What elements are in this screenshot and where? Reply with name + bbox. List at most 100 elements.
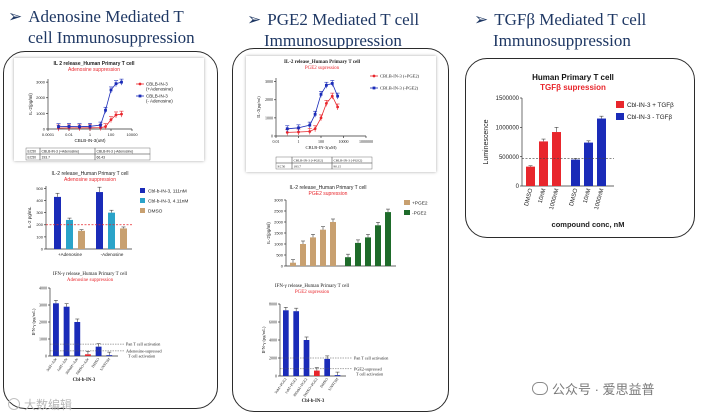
y-tick-label: 2500 [274,208,284,213]
bar [345,257,351,266]
bar [293,311,300,376]
ec50-table-cell [331,162,373,170]
bar [283,310,289,376]
curve-point [297,130,300,134]
curve-point [120,112,123,116]
chart-title: IL-2 release_Human Primary T cell [284,60,361,65]
y-axis-label: Luminescence [483,119,490,164]
bar [375,225,381,266]
category-label: 10nM [538,188,548,204]
annotation-text: Pan T cell activation [126,342,161,347]
ec50-table-cell [94,153,151,161]
x-tick-label: 0.0001 [42,132,55,137]
annotation-text: PGE2-supressed [354,366,383,371]
legend-label: Cbl-IN-3 + TGFβ [627,102,674,109]
bar [365,237,371,266]
annotation-text: Adenosine-supressed [126,348,162,353]
chart-card-adeno-ifn: IFN-γ release_Human Primary T cell Adenos… [20,268,210,384]
legend-label: -PGE2 [412,211,427,217]
ec50-table-text: 66.43 [97,156,106,160]
x-axis-label: Cbl-b-IN-3 [302,399,325,404]
legend-label: CBLB-IN-3 [146,94,168,99]
bar [539,141,548,186]
x-axis-label: CBLB-IN-3(uM) [306,145,337,150]
x-tick-label: 1 [298,139,300,144]
legend-swatch [140,208,145,213]
section-title-tgfb: ➢ TGFβ Mediated T cell Immunosuppression [474,9,646,51]
chart-subtitle: PGE2 supression [295,290,330,295]
legend-swatch [140,188,145,193]
y-axis-label: IL-2(pg/ml) [256,96,261,118]
bar [552,132,561,186]
legend-label: (- Adenosine) [146,99,173,104]
chart-card-pge2-ifn: IFN-γ release_Human Primary T cell PGE2 s… [256,280,441,406]
curve-point [319,116,323,120]
bar [330,222,336,266]
wechat-icon [532,382,548,395]
bar [74,322,81,356]
y-axis-label: IFN-γ (pg/mL) [31,308,36,335]
bar [310,237,316,266]
y-tick-label: 500 [276,252,283,257]
x-axis-label: CBLB-IN-3(uM) [74,138,106,143]
curve-point [330,82,334,85]
y-tick-label: 1500 [274,230,284,235]
chart-card-pge2-curve: IL-2 release_Human Primary T cell PGE2 su… [246,56,436,172]
curve-point [313,127,317,131]
curve-point [308,123,312,127]
bar [314,370,320,376]
x-axis-label: Cbl-b-IN-3 [73,378,96,383]
adeno-curve-chart: IL 2 release_Human Primary T cellAdenosi… [25,61,173,161]
category-label: DMSO [524,188,535,207]
y-tick-label: 2000 [265,97,273,102]
curve-point [57,125,60,129]
bar [63,306,70,356]
legend-label: Cbl-b-IN-3, 111nM [148,189,187,195]
curve-point [319,92,323,96]
watermark: 大数编辑 [8,396,72,413]
ec50-table-text: CBLB-IN-3 (+Adenosine) [42,150,80,154]
arrow-bullet-icon: ➢ [8,7,23,26]
bar [96,192,103,249]
bar [120,228,127,249]
y-tick-label: 2000 [39,319,47,324]
x-axis-label: compound conc, nM [552,220,625,229]
section-title-line2: Immunosuppression [264,31,402,50]
chart-title: IL-2 release_Human Primary T cell [51,171,128,177]
curve-series-line [287,95,338,133]
y-tick-label: 4000 [269,337,277,342]
y-tick-label: 200 [36,222,43,227]
ec50-table-text: EC50 [28,156,37,160]
curve-point [336,94,340,98]
legend-label: Cbl-IN-3 - TGFβ [627,114,673,121]
y-axis-label: IL-2 pg/mL [27,206,32,228]
chart-title: IFN-γ release_Human Primary T cell [275,284,350,289]
wechat-label: 公众号 · 爱思益普 [552,382,655,397]
ec50-table-text: CBLB-IN-3 (-Adenosine) [97,150,134,154]
curve-point [308,130,312,133]
watermark-icon [8,398,20,410]
bar [53,303,59,356]
legend-label: CBLB-IN-3 (-PGE2) [380,86,419,91]
bar [597,118,606,186]
legend-swatch [616,101,624,108]
legend-label: CBLB-IN-3 [146,82,168,87]
y-tick-label: 0 [516,184,520,190]
y-tick-label: 8000 [269,301,277,306]
chart-title: IL-2 release_Human Primary T cell [289,185,366,191]
legend-marker [372,86,376,90]
curve-point [109,118,113,122]
bar [334,375,341,376]
chart-subtitle: Adenosine suppression [68,67,120,73]
ec50-table-text: 183.7 [294,165,302,169]
y-axis-label: IL-2(pg/ml) [28,93,33,115]
curve-point [330,94,334,98]
section-title-adenosine: ➢ Adenosine Mediated T cell Immunosuppres… [8,6,195,48]
chart-subtitle: PGE2 supression [309,191,348,197]
section-title-pge2: ➢ PGE2 Mediated T cell Immunosuppression [247,9,419,51]
curve-point [104,125,107,129]
y-tick-label: 4000 [39,285,47,290]
